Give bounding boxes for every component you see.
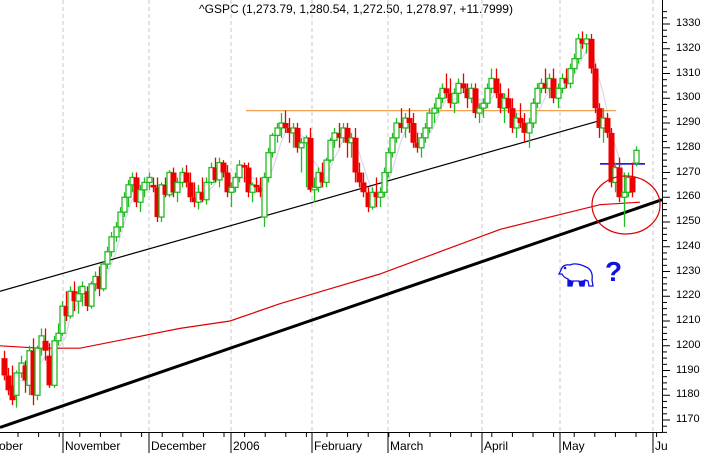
x-tick-label: November — [65, 439, 121, 453]
x-tick-label: April — [484, 439, 509, 453]
short-moving-average — [20, 49, 637, 383]
x-tick-label: May — [562, 439, 585, 453]
y-tick-label: 1290 — [676, 116, 701, 128]
x-tick-label: ober — [0, 439, 24, 453]
y-tick-label: 1320 — [676, 41, 701, 54]
x-tick-label: March — [390, 439, 424, 453]
question-mark-annotation: ? — [605, 256, 623, 287]
x-tick-label: February — [314, 439, 363, 453]
x-tick-label: Ju — [655, 439, 668, 453]
y-tick-label: 1260 — [676, 190, 701, 203]
y-tick-label: 1170 — [676, 413, 700, 425]
y-tick-label: 1300 — [676, 91, 701, 104]
y-tick-label: 1180 — [676, 388, 700, 401]
y-tick-label: 1240 — [676, 239, 701, 252]
month-gridlines — [62, 0, 654, 432]
x-tick-label: December — [151, 439, 207, 453]
axes — [0, 0, 670, 453]
y-tick-label: 1220 — [676, 289, 701, 302]
y-tick-label: 1230 — [676, 264, 701, 277]
y-tick-label: 1310 — [676, 66, 701, 79]
y-tick-label: 1330 — [676, 17, 701, 29]
chart-title: ^GSPC (1,273.79, 1,280.54, 1,272.50, 1,2… — [199, 2, 513, 16]
trend-lines — [0, 109, 663, 429]
candles — [1, 31, 640, 408]
y-tick-label: 1270 — [676, 165, 701, 178]
annotations — [591, 175, 661, 235]
y-tick-label: 1200 — [676, 338, 701, 351]
y-tick-label: 1210 — [676, 314, 701, 326]
y-tick-label: 1250 — [676, 215, 701, 227]
bear-icon — [557, 263, 594, 287]
y-tick-label: 1190 — [676, 363, 700, 376]
y-tick-label: 1280 — [676, 140, 701, 153]
x-tick-label: 2006 — [233, 439, 260, 453]
